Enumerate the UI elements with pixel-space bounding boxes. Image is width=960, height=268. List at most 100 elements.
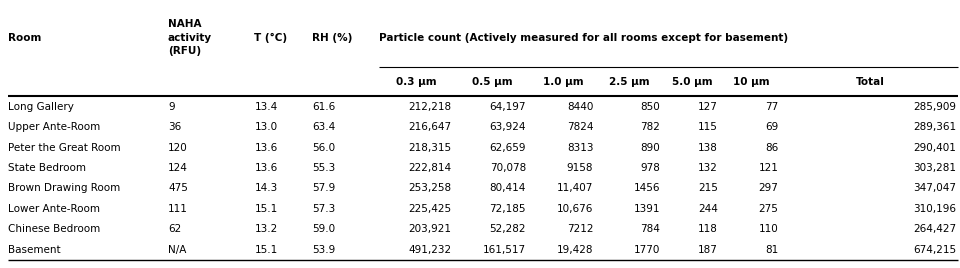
Text: 61.6: 61.6 [312,102,335,112]
Text: 310,196: 310,196 [913,204,956,214]
Text: 72,185: 72,185 [490,204,526,214]
Text: Brown Drawing Room: Brown Drawing Room [8,183,120,193]
Text: 52,282: 52,282 [490,224,526,234]
Text: 13.2: 13.2 [254,224,277,234]
Text: 138: 138 [698,143,718,152]
Text: 782: 782 [640,122,660,132]
Text: 13.6: 13.6 [254,163,277,173]
Text: 674,215: 674,215 [913,245,956,255]
Text: Upper Ante-Room: Upper Ante-Room [8,122,100,132]
Text: Chinese Bedroom: Chinese Bedroom [8,224,100,234]
Text: 225,425: 225,425 [408,204,451,214]
Text: 215: 215 [698,183,718,193]
Text: 11,407: 11,407 [557,183,593,193]
Text: Lower Ante-Room: Lower Ante-Room [8,204,100,214]
Text: 9: 9 [168,102,175,112]
Text: 1770: 1770 [635,245,660,255]
Text: 56.0: 56.0 [312,143,335,152]
Text: 121: 121 [758,163,779,173]
Text: 9158: 9158 [566,163,593,173]
Text: Basement: Basement [8,245,60,255]
Text: 0.3 μm: 0.3 μm [396,77,437,87]
Text: 10,676: 10,676 [557,204,593,214]
Text: 244: 244 [698,204,718,214]
Text: 59.0: 59.0 [312,224,335,234]
Text: 81: 81 [765,245,779,255]
Text: 218,315: 218,315 [408,143,451,152]
Text: 15.1: 15.1 [254,204,277,214]
Text: 187: 187 [698,245,718,255]
Text: 203,921: 203,921 [408,224,451,234]
Text: 297: 297 [758,183,779,193]
Text: 110: 110 [758,224,779,234]
Text: 62: 62 [168,224,181,234]
Text: 55.3: 55.3 [312,163,335,173]
Text: 57.3: 57.3 [312,204,335,214]
Text: 264,427: 264,427 [913,224,956,234]
Text: 111: 111 [168,204,188,214]
Text: 80,414: 80,414 [490,183,526,193]
Text: 10 μm: 10 μm [732,77,770,87]
Text: 63.4: 63.4 [312,122,335,132]
Text: 290,401: 290,401 [913,143,956,152]
Text: 216,647: 216,647 [408,122,451,132]
Text: 1391: 1391 [634,204,660,214]
Text: 5.0 μm: 5.0 μm [672,77,712,87]
Text: 161,517: 161,517 [483,245,526,255]
Text: 132: 132 [698,163,718,173]
Text: 14.3: 14.3 [254,183,277,193]
Text: 1456: 1456 [634,183,660,193]
Text: RH (%): RH (%) [312,32,352,43]
Text: 77: 77 [765,102,779,112]
Text: 275: 275 [758,204,779,214]
Text: Long Gallery: Long Gallery [8,102,74,112]
Text: 120: 120 [168,143,188,152]
Text: 13.4: 13.4 [254,102,277,112]
Text: 124: 124 [168,163,188,173]
Text: 0.5 μm: 0.5 μm [471,77,513,87]
Text: State Bedroom: State Bedroom [8,163,85,173]
Text: 7212: 7212 [566,224,593,234]
Text: 8313: 8313 [566,143,593,152]
Text: T (°C): T (°C) [254,32,288,43]
Text: 289,361: 289,361 [913,122,956,132]
Text: 491,232: 491,232 [408,245,451,255]
Text: 222,814: 222,814 [408,163,451,173]
Text: 784: 784 [640,224,660,234]
Text: 13.0: 13.0 [254,122,277,132]
Text: 70,078: 70,078 [490,163,526,173]
Text: 69: 69 [765,122,779,132]
Text: 13.6: 13.6 [254,143,277,152]
Text: 64,197: 64,197 [490,102,526,112]
Text: 115: 115 [698,122,718,132]
Text: 118: 118 [698,224,718,234]
Text: 475: 475 [168,183,188,193]
Text: NAHA
activity
(RFU): NAHA activity (RFU) [168,19,212,56]
Text: 62,659: 62,659 [490,143,526,152]
Text: Particle count (Actively measured for all rooms except for basement): Particle count (Actively measured for al… [379,32,788,43]
Text: 36: 36 [168,122,181,132]
Text: 212,218: 212,218 [408,102,451,112]
Text: 253,258: 253,258 [408,183,451,193]
Text: 890: 890 [640,143,660,152]
Text: 57.9: 57.9 [312,183,335,193]
Text: 303,281: 303,281 [913,163,956,173]
Text: Peter the Great Room: Peter the Great Room [8,143,120,152]
Text: 19,428: 19,428 [557,245,593,255]
Text: N/A: N/A [168,245,186,255]
Text: 8440: 8440 [567,102,593,112]
Text: 63,924: 63,924 [490,122,526,132]
Text: 978: 978 [640,163,660,173]
Text: 15.1: 15.1 [254,245,277,255]
Text: 850: 850 [640,102,660,112]
Text: Room: Room [8,32,41,43]
Text: 127: 127 [698,102,718,112]
Text: 53.9: 53.9 [312,245,335,255]
Text: 7824: 7824 [566,122,593,132]
Text: 86: 86 [765,143,779,152]
Text: Total: Total [855,77,885,87]
Text: 1.0 μm: 1.0 μm [542,77,584,87]
Text: 2.5 μm: 2.5 μm [610,77,650,87]
Text: 347,047: 347,047 [913,183,956,193]
Text: 285,909: 285,909 [913,102,956,112]
